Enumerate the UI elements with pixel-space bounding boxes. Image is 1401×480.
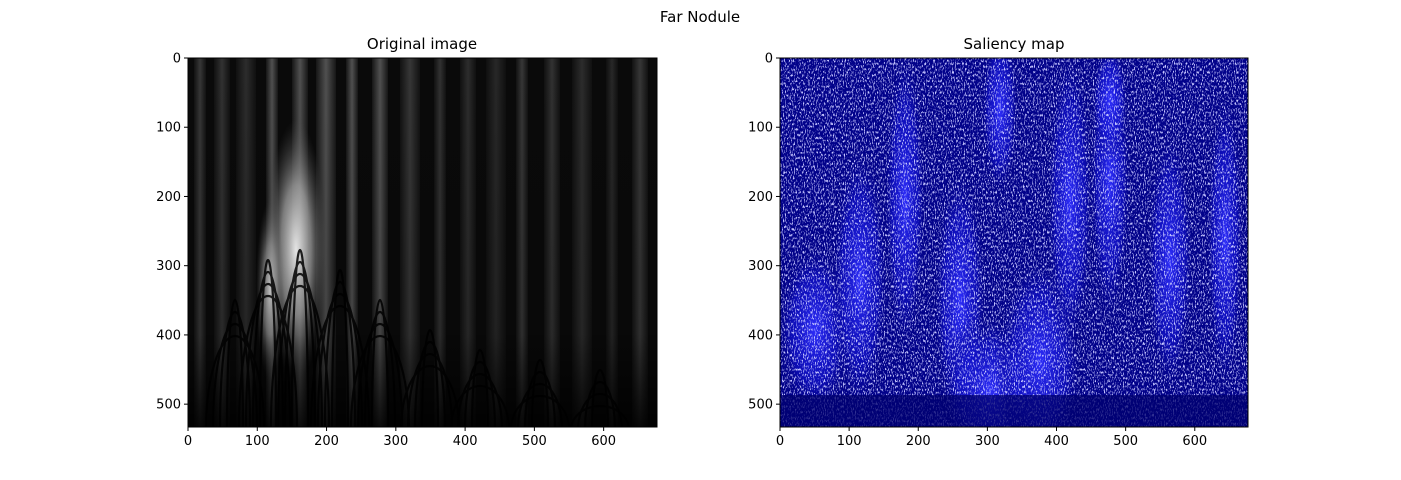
y-tick-label: 200 [748, 190, 773, 205]
x-tick-label: 100 [837, 434, 862, 449]
x-tick-label: 400 [1044, 434, 1069, 449]
figure-suptitle: Far Nodule [660, 8, 740, 26]
x-tick-label: 200 [314, 434, 339, 449]
x-tick-label: 500 [522, 434, 547, 449]
saliency-raster [780, 58, 1248, 427]
x-tick-label: 200 [906, 434, 931, 449]
x-tick-label: 600 [1182, 434, 1207, 449]
axes-frame [187, 57, 658, 428]
x-tick-label: 500 [1113, 434, 1138, 449]
y-tick-label: 500 [748, 398, 773, 413]
y-tick-label: 500 [156, 398, 181, 413]
x-tick-label: 600 [591, 434, 616, 449]
y-tick-label: 300 [156, 259, 181, 274]
original-image-panel: Original image 0 100 200 300 400 500 600 0 100 20… [156, 35, 658, 449]
y-tick-label: 400 [156, 328, 181, 343]
image-raster [188, 58, 657, 427]
y-tick-label: 100 [748, 121, 773, 136]
panel-title: Saliency map [963, 35, 1064, 53]
axes-frame [779, 57, 1249, 428]
y-tick-label: 400 [748, 328, 773, 343]
y-tick-label: 0 [173, 52, 181, 67]
y-tick-label: 0 [765, 52, 773, 67]
y-tick-label: 100 [156, 121, 181, 136]
x-tick-label: 300 [975, 434, 1000, 449]
x-tick-label: 100 [245, 434, 270, 449]
x-tick-label: 0 [184, 434, 192, 449]
saliency-map-panel: Saliency map 0 100 200 300 400 500 600 0 100 200 3… [748, 35, 1249, 449]
x-tick-label: 0 [776, 434, 784, 449]
x-tick-label: 300 [383, 434, 408, 449]
y-tick-label: 200 [156, 190, 181, 205]
x-tick-label: 400 [453, 434, 478, 449]
y-tick-label: 300 [748, 259, 773, 274]
panel-title: Original image [367, 35, 477, 53]
